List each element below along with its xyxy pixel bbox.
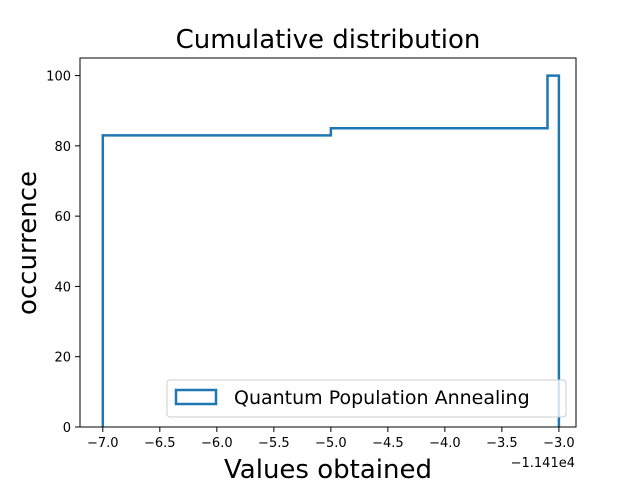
y-tick-label: 80 <box>54 140 71 155</box>
x-tick-label: −3.0 <box>543 436 575 451</box>
legend-entry-quantum-population-annealing: Quantum Population Annealing <box>234 387 530 409</box>
series-step-line-0 <box>101 74 561 427</box>
x-tick-label: −6.0 <box>201 436 233 451</box>
x-axis-ticks: −7.0 −6.5 −6.0 −5.5 −5.0 −4.5 −4.0 −3.5 −3.0 <box>87 427 575 451</box>
chart-title: Cumulative distribution <box>176 25 481 55</box>
series-layer <box>101 74 561 427</box>
y-axis-ticks: 0 20 40 60 80 100 <box>46 70 80 436</box>
y-tick-label: 60 <box>54 210 71 225</box>
plot-frame <box>79 57 577 428</box>
x-tick-label: −6.5 <box>144 436 176 451</box>
x-tick-label: −3.5 <box>486 436 518 451</box>
x-tick-label: −4.0 <box>429 436 461 451</box>
legend: Quantum Population Annealing <box>166 379 567 418</box>
y-tick-label: 100 <box>46 70 71 85</box>
y-axis-label: occurrence <box>13 171 43 315</box>
x-tick-label: −7.0 <box>87 436 119 451</box>
x-axis-label: Values obtained <box>224 455 432 480</box>
x-tick-label: −5.5 <box>258 436 290 451</box>
plot-area: −7.0 −6.5 −6.0 −5.5 −5.0 −4.5 −4.0 −3.5 −3.0 0 20… <box>46 57 577 451</box>
x-axis-offset-label: −1.141e4 <box>511 456 575 471</box>
y-tick-label: 20 <box>54 351 71 366</box>
legend-swatch-quantum-population-annealing <box>174 388 218 406</box>
x-tick-label: −5.0 <box>315 436 347 451</box>
y-tick-label: 40 <box>54 280 71 295</box>
y-tick-label: 0 <box>63 421 71 436</box>
x-tick-label: −4.5 <box>372 436 404 451</box>
legend-frame <box>166 379 567 418</box>
